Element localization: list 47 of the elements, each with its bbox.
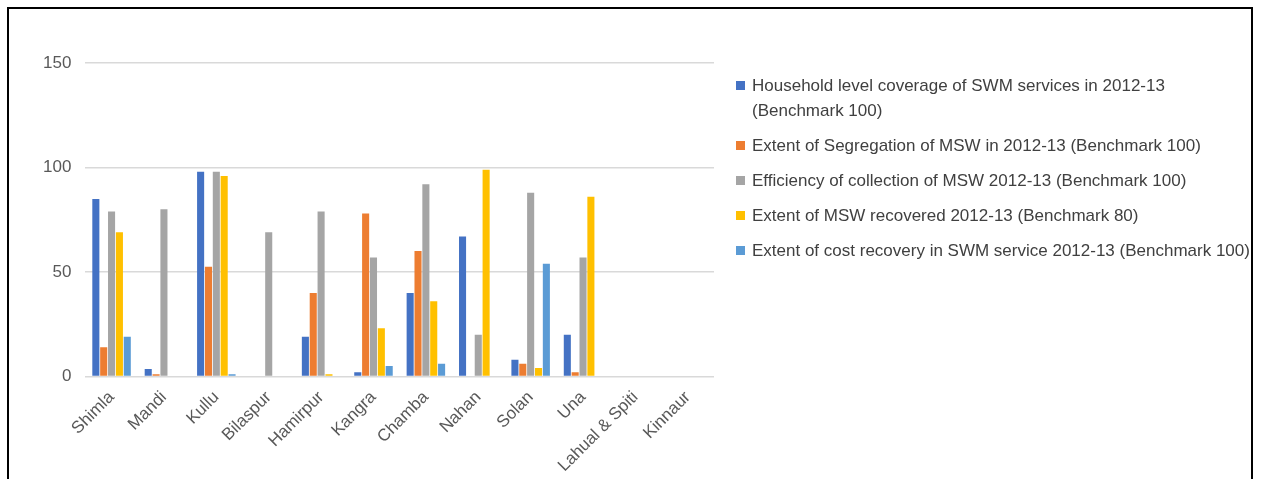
bar [474, 334, 482, 376]
bar [542, 263, 550, 376]
legend-label: Extent of cost recovery in SWM service 2012-13 (Benchmark 100) [752, 241, 1250, 260]
bar [100, 347, 108, 376]
bar [354, 372, 362, 376]
bar [438, 363, 446, 376]
bar [212, 171, 220, 376]
bar [534, 368, 543, 376]
legend-label: Extent of Segregation of MSW in 2012-13 (Benchmark 100) [752, 136, 1201, 155]
bar [301, 336, 309, 376]
bar [385, 365, 393, 376]
bar [92, 198, 100, 376]
bar [265, 232, 273, 376]
bar [527, 192, 535, 376]
bar [144, 369, 152, 376]
bar [459, 236, 467, 376]
bar [587, 196, 595, 376]
bar [377, 328, 385, 376]
y-tick-label: 50 [52, 261, 72, 281]
legend-label: Extent of MSW recovered 2012-13 (Benchmark 80) [752, 206, 1139, 225]
legend-label: Household level coverage of SWM services in 2012-13 (Benchmark 100) [752, 76, 1165, 120]
bar [309, 292, 317, 376]
legend-label: Efficiency of collection of MSW 2012-13 (Benchmark 100) [752, 171, 1187, 190]
bar [414, 251, 422, 376]
bar [406, 292, 414, 376]
bar [115, 232, 123, 376]
bar [160, 209, 168, 376]
bar [369, 257, 378, 376]
bar [220, 175, 228, 376]
bar [579, 257, 587, 376]
bar [482, 169, 490, 376]
bar [563, 334, 571, 376]
bar [571, 372, 579, 376]
bar [422, 184, 430, 376]
bar [108, 211, 116, 376]
x-tick-label: Una [553, 386, 590, 423]
y-tick-label: 150 [42, 52, 72, 72]
bar [317, 211, 325, 376]
bar [430, 301, 438, 376]
y-tick-label: 0 [61, 366, 72, 386]
bar [204, 266, 213, 376]
bar [519, 363, 527, 376]
bar [362, 213, 370, 376]
bar [123, 336, 131, 376]
bar [511, 359, 519, 376]
bar [197, 171, 205, 376]
y-tick-label: 100 [42, 157, 72, 177]
